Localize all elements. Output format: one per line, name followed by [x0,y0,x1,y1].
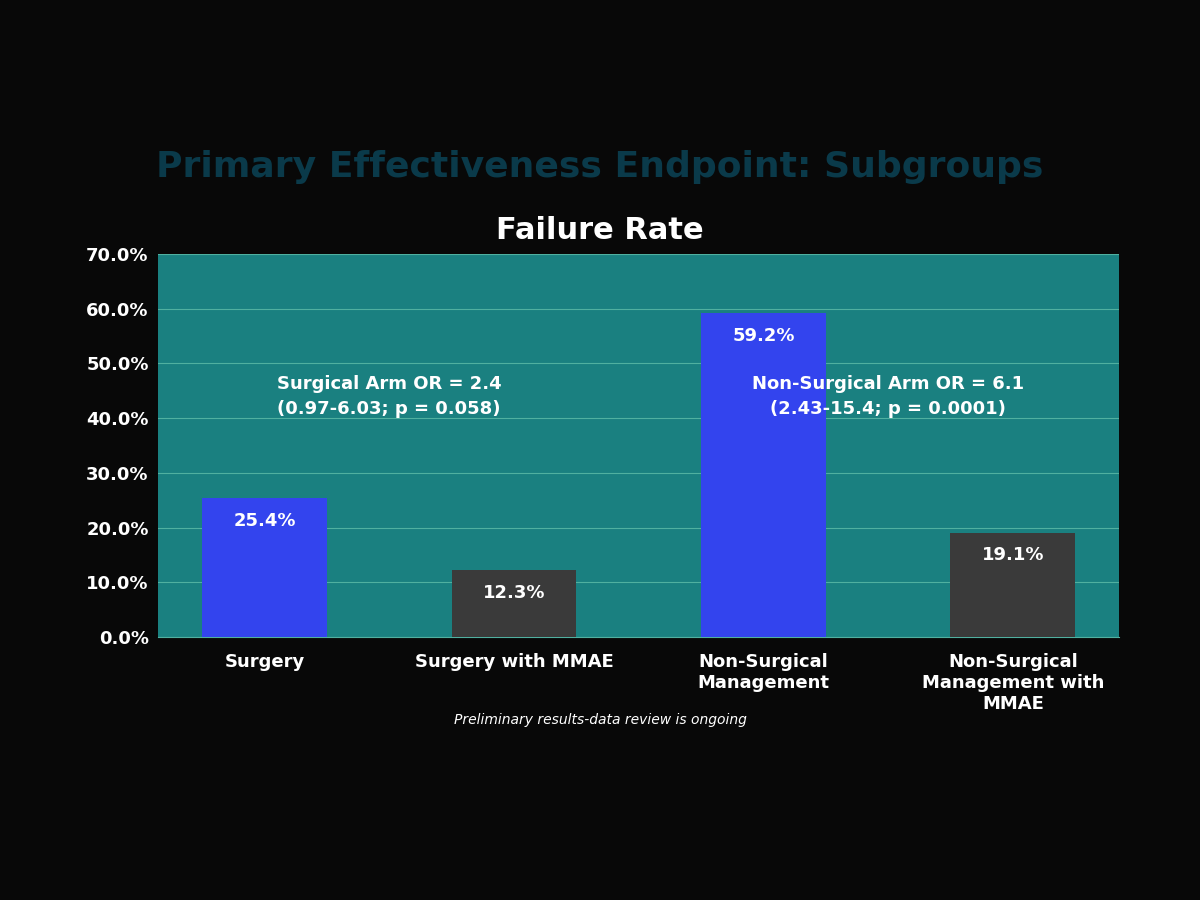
Text: Failure Rate: Failure Rate [496,216,704,245]
Bar [701,313,826,637]
Text: Surgical Arm OR = 2.4
(0.97-6.03; p = 0.058): Surgical Arm OR = 2.4 (0.97-6.03; p = 0.… [277,374,502,418]
Text: Preliminary results-data review is ongoing: Preliminary results-data review is ongoi… [454,714,746,727]
Text: 25.4%: 25.4% [233,512,295,530]
Text: Primary Effectiveness Endpoint: Subgroups: Primary Effectiveness Endpoint: Subgroup… [156,149,1044,184]
Text: 12.3%: 12.3% [482,583,545,601]
Bar [950,533,1075,637]
Bar [202,498,326,637]
Text: Non-Surgical Arm OR = 6.1
(2.43-15.4; p = 0.0001): Non-Surgical Arm OR = 6.1 (2.43-15.4; p … [752,374,1024,418]
Text: 19.1%: 19.1% [982,546,1044,564]
Bar [451,570,576,637]
Text: 59.2%: 59.2% [732,327,794,345]
